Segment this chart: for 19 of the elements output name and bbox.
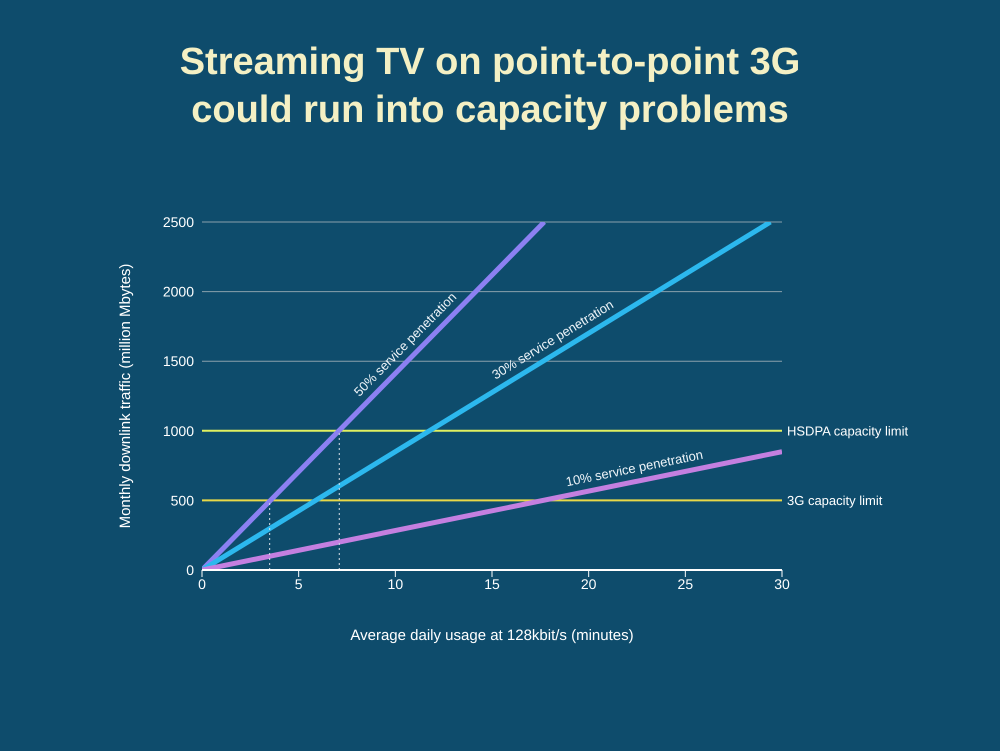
x-tick-label: 15 — [484, 576, 500, 592]
y-axis-title: Monthly downlink traffic (million Mbytes) — [117, 264, 134, 528]
y-tick-label: 2000 — [162, 284, 194, 300]
y-tick-label: 2500 — [162, 214, 194, 230]
x-tick-label: 0 — [198, 576, 206, 592]
chart-title: Streaming TV on point-to-point 3G could run into capacity problems — [178, 40, 802, 133]
y-tick-label: 0 — [186, 562, 194, 578]
text: 10% service penetration — [564, 446, 704, 490]
x-tick-label: 10 — [388, 576, 404, 592]
ref-line-label: 3G capacity limit — [787, 493, 883, 508]
x-axis-title: Average daily usage at 128kbit/s (minutes) — [350, 627, 634, 644]
x-tick-label: 20 — [580, 576, 597, 592]
x-tick-label: 30 — [774, 576, 790, 592]
y-tick-label: 1000 — [162, 422, 194, 439]
y-tick-label: 1500 — [162, 353, 194, 370]
x-tick-label: 25 — [678, 576, 694, 592]
y-tick-label: 500 — [170, 492, 194, 508]
ref-line-label: HSDPA capacity limit — [787, 423, 909, 438]
x-tick-label: 5 — [294, 576, 303, 592]
